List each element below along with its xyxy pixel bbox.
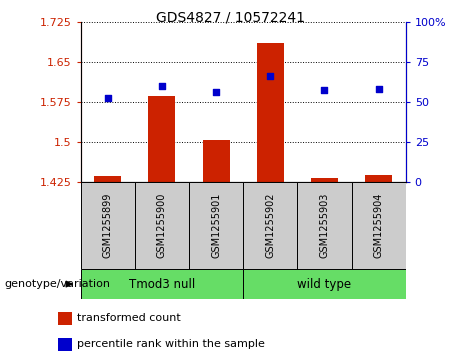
- Bar: [58, 338, 72, 351]
- Text: GSM1255903: GSM1255903: [319, 192, 330, 258]
- Point: [375, 86, 382, 92]
- Point: [213, 89, 220, 95]
- Bar: [202, 140, 230, 182]
- Text: Tmod3 null: Tmod3 null: [129, 278, 195, 290]
- Bar: [243, 269, 406, 299]
- Point: [321, 87, 328, 93]
- Bar: [94, 176, 121, 182]
- Bar: [189, 182, 243, 269]
- Text: genotype/variation: genotype/variation: [5, 279, 111, 289]
- Bar: [257, 43, 284, 182]
- Bar: [148, 96, 176, 182]
- Text: GSM1255901: GSM1255901: [211, 192, 221, 258]
- Bar: [352, 182, 406, 269]
- Text: GDS4827 / 10572241: GDS4827 / 10572241: [156, 11, 305, 25]
- Bar: [297, 182, 352, 269]
- Bar: [243, 182, 297, 269]
- Point: [158, 83, 165, 89]
- Point: [266, 73, 274, 79]
- Bar: [365, 175, 392, 182]
- Bar: [311, 178, 338, 182]
- Bar: [81, 269, 243, 299]
- Point: [104, 95, 112, 101]
- Text: wild type: wild type: [297, 278, 351, 290]
- Text: transformed count: transformed count: [77, 314, 181, 323]
- Text: GSM1255902: GSM1255902: [265, 192, 275, 258]
- Bar: [58, 312, 72, 325]
- Text: GSM1255900: GSM1255900: [157, 192, 167, 258]
- Text: percentile rank within the sample: percentile rank within the sample: [77, 339, 265, 350]
- Text: GSM1255899: GSM1255899: [103, 192, 113, 258]
- Text: GSM1255904: GSM1255904: [373, 192, 384, 258]
- Bar: [81, 182, 135, 269]
- Bar: [135, 182, 189, 269]
